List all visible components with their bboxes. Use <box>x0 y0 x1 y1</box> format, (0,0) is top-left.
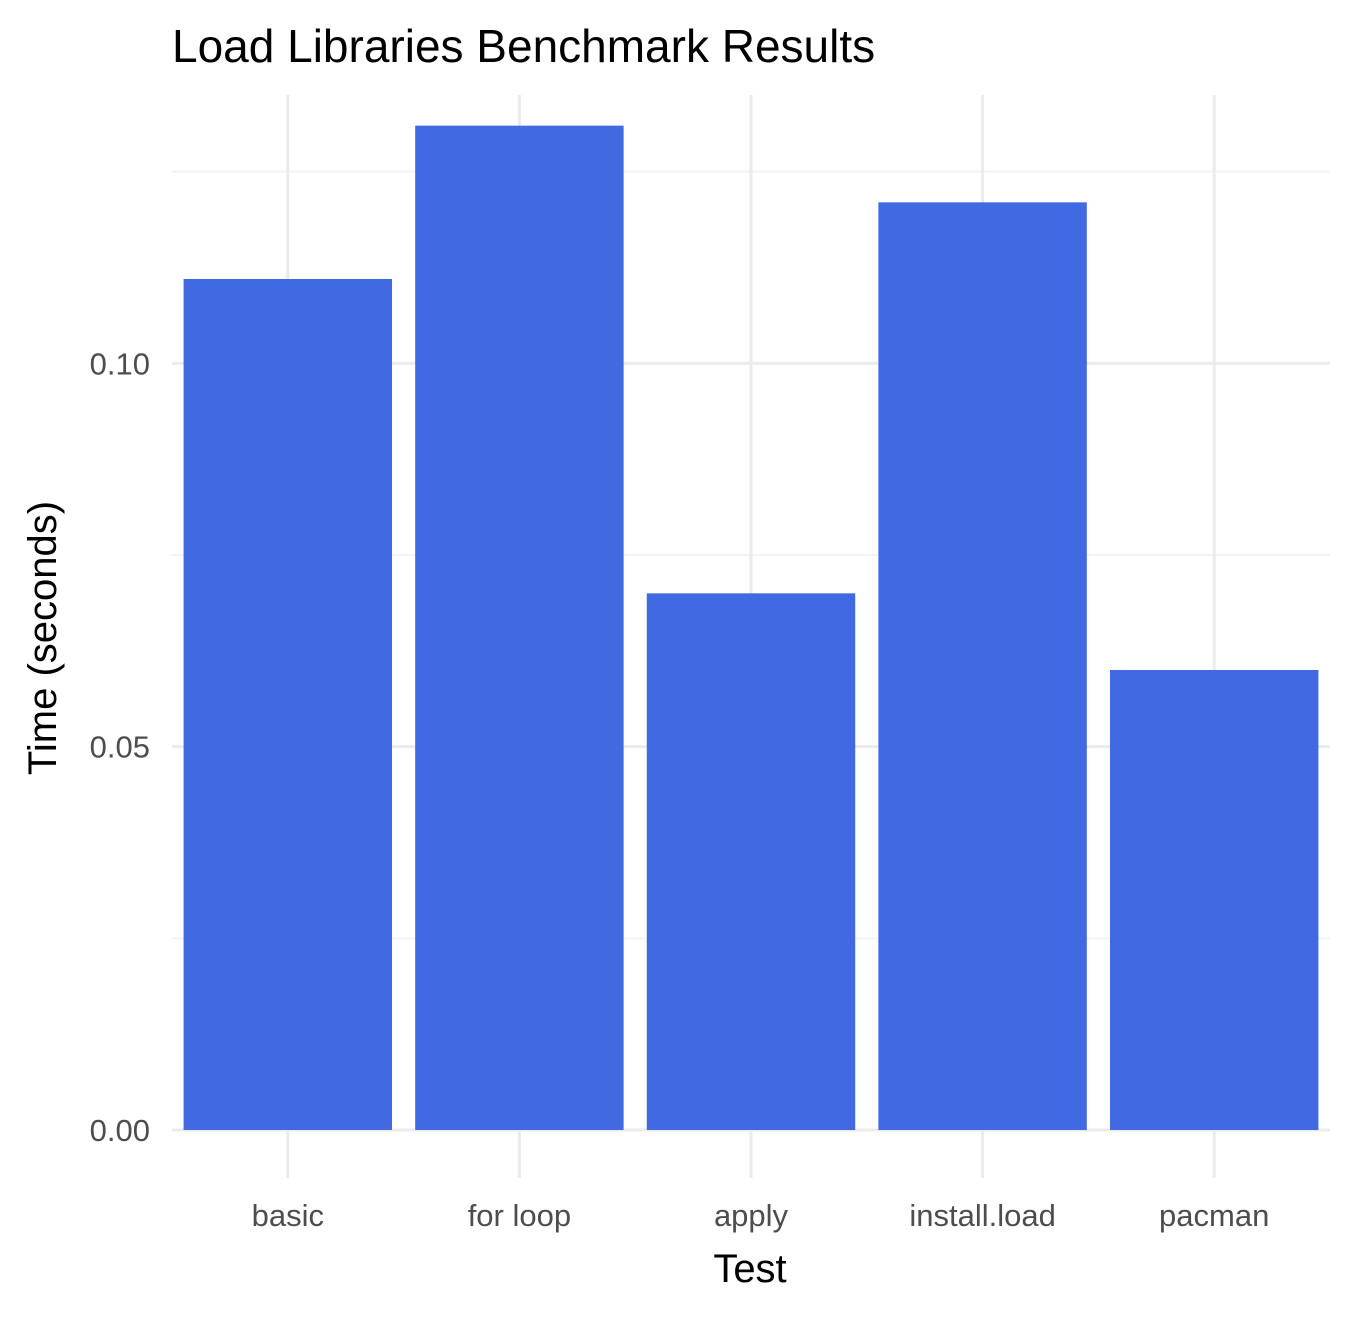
y-tick-label: 0.05 <box>90 730 150 765</box>
x-tick-label: install.load <box>909 1198 1055 1233</box>
bar-apply <box>646 593 856 1130</box>
y-axis-title: Time (seconds) <box>21 501 65 775</box>
bar-pacman <box>1109 670 1319 1130</box>
y-tick-labels: 0.00 0.05 0.10 <box>90 346 150 1148</box>
x-tick-label: apply <box>714 1198 789 1233</box>
y-tick-label: 0.10 <box>90 346 150 381</box>
bar-for-loop <box>415 125 624 1130</box>
x-tick-labels: basic for loop apply install.load pacman <box>252 1198 1270 1233</box>
x-tick-label: pacman <box>1159 1198 1269 1233</box>
bar-layer <box>183 125 1319 1131</box>
x-tick-label: for loop <box>468 1198 571 1233</box>
bar-basic <box>183 279 393 1130</box>
chart-title: Load Libraries Benchmark Results <box>172 20 875 72</box>
y-tick-label: 0.00 <box>90 1113 150 1148</box>
bar-install-load <box>878 202 1087 1131</box>
x-axis-title: Test <box>713 1247 786 1291</box>
x-tick-label: basic <box>252 1198 324 1233</box>
